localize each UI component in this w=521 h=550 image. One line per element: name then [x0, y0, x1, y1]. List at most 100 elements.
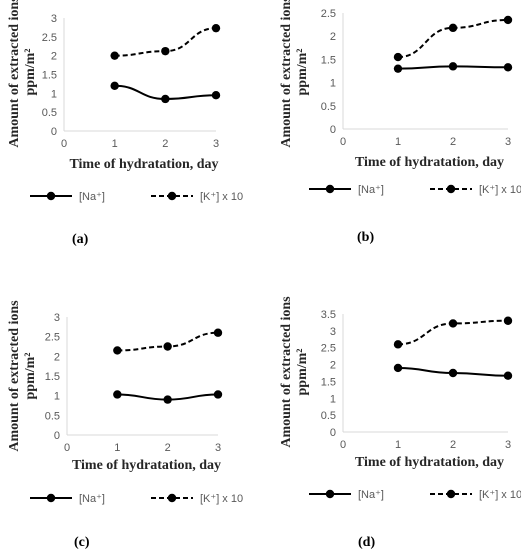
data-point-na: [393, 363, 403, 373]
x-tick-label: 3: [505, 136, 511, 148]
y-axis-title: Amount of extracted ionsppm/m²: [279, 0, 310, 148]
data-point-k: [393, 340, 403, 349]
x-tick-label: 3: [213, 138, 219, 150]
data-point-k: [110, 51, 119, 60]
legend-marker-k: [167, 493, 177, 503]
data-point-na: [163, 395, 172, 404]
y-tick-label: 2.5: [45, 332, 60, 344]
data-point-na: [448, 368, 458, 378]
data-point-k: [448, 23, 458, 33]
chart-panel-1: 0 0.5 1 1.5 2 2.5 3 0 1 2 3 Time of hydratation, da…: [7, 0, 243, 247]
data-point-k: [503, 15, 513, 25]
y-tick-label: 1: [54, 391, 60, 403]
data-point-k: [213, 328, 223, 337]
y-tick-label: 0: [54, 430, 60, 442]
panel-label: (b): [357, 230, 374, 245]
data-point-na: [211, 91, 221, 100]
y-tick-label: 2: [330, 31, 336, 43]
legend-label-na: [Na⁺]: [358, 184, 384, 196]
x-tick-label: 0: [340, 136, 346, 148]
data-point-k: [448, 319, 458, 328]
data-point-na: [213, 390, 223, 399]
legend-marker-na: [46, 191, 56, 201]
y-tick-label: 2.5: [42, 32, 57, 44]
x-tick-label: 1: [114, 442, 120, 454]
legend-label-k: [K⁺] x 10: [200, 191, 243, 203]
y-tick-label: 1.5: [321, 376, 336, 388]
y-tick-label: 3.5: [321, 309, 336, 321]
x-tick-label: 3: [505, 439, 511, 451]
x-tick-label: 3: [215, 442, 221, 454]
y-tick-label: 1: [330, 393, 336, 405]
y-tick-label: 1.5: [45, 371, 60, 383]
legend-label-k: [K⁺] x 10: [200, 493, 243, 505]
y-tick-label: 0: [51, 126, 57, 138]
x-axis-title: Time of hydratation, day: [69, 157, 218, 172]
y-tick-label: 3: [330, 326, 336, 338]
data-point-na: [503, 371, 513, 380]
y-tick-label: 1: [51, 88, 57, 100]
x-tick-label: 2: [162, 138, 168, 150]
legend-marker-k: [446, 184, 456, 194]
data-point-na: [110, 81, 119, 91]
y-tick-label: 2: [51, 51, 57, 63]
legend-marker-na: [46, 493, 56, 503]
data-point-na: [113, 390, 122, 399]
y-tick-label: 3: [54, 312, 60, 324]
data-point-k: [161, 46, 170, 56]
x-axis-title: Time of hydratation, day: [355, 455, 504, 470]
x-axis-title: Time of hydratation, day: [355, 155, 504, 170]
y-tick-label: 2.5: [321, 8, 336, 20]
panel-label: (c): [74, 535, 90, 550]
legend-label-na: [Na⁺]: [79, 493, 105, 505]
legend-marker-na: [325, 184, 335, 194]
y-tick-label: 2.5: [321, 343, 336, 355]
data-point-k: [113, 346, 122, 355]
y-tick-label: 1.5: [42, 70, 57, 82]
data-point-na: [393, 64, 403, 73]
x-tick-label: 0: [61, 138, 67, 150]
y-tick-label: 2: [54, 351, 60, 363]
y-tick-label: 2: [330, 360, 336, 372]
y-tick-label: 0.5: [42, 107, 57, 119]
legend-marker-k: [446, 489, 456, 499]
data-point-k: [163, 342, 172, 351]
y-tick-label: 0.5: [45, 410, 60, 422]
legend-marker-k: [167, 191, 177, 201]
y-axis-title: Amount of extracted ionsppm/m²: [7, 0, 38, 148]
data-point-na: [161, 94, 170, 104]
legend-marker-na: [325, 489, 335, 499]
y-tick-label: 1: [330, 78, 336, 90]
data-point-na: [503, 63, 513, 72]
x-tick-label: 2: [450, 439, 456, 451]
x-tick-label: 1: [395, 439, 401, 451]
chart-panel-3: 0 0.5 1 1.5 2 2.5 3 0 1 2 3 Time of hydratation, da…: [7, 300, 243, 550]
data-point-k: [211, 23, 221, 33]
data-point-k: [503, 316, 513, 325]
y-tick-label: 3: [51, 13, 57, 25]
x-tick-label: 0: [340, 439, 346, 451]
x-tick-label: 1: [112, 138, 118, 150]
data-point-na: [448, 62, 458, 71]
panel-label: (d): [358, 535, 375, 550]
x-axis-title: Time of hydratation, day: [72, 458, 221, 473]
x-tick-label: 2: [450, 136, 456, 148]
y-axis-title: Amount of extracted ionsppm/m²: [279, 296, 310, 448]
data-point-k: [393, 52, 403, 62]
y-tick-label: 0.5: [321, 410, 336, 422]
y-tick-label: 1.5: [321, 54, 336, 66]
legend-label-k: [K⁺] x 10: [479, 184, 521, 196]
legend-label-k: [K⁺] x 10: [479, 489, 521, 501]
y-tick-label: 0.5: [321, 101, 336, 113]
y-tick-label: 0: [330, 427, 336, 439]
x-tick-label: 0: [64, 442, 70, 454]
x-tick-label: 2: [165, 442, 171, 454]
x-tick-label: 1: [395, 136, 401, 148]
legend-label-na: [Na⁺]: [358, 489, 384, 501]
y-tick-label: 0: [330, 124, 336, 136]
panel-label: (a): [72, 232, 89, 247]
legend-label-na: [Na⁺]: [79, 191, 105, 203]
